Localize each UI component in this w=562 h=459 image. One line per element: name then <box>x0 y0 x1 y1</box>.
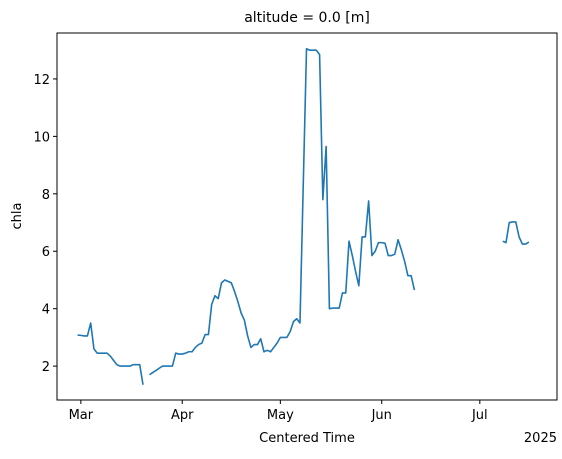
y-axis-label: chla <box>10 203 25 230</box>
plot-frame <box>56 32 558 401</box>
y-tick-label: 10 <box>33 130 50 145</box>
data-line <box>77 47 530 385</box>
x-tick-label: Jun <box>371 408 392 423</box>
y-tick-label: 12 <box>33 73 50 88</box>
x-tick-label: May <box>267 408 294 423</box>
x-tick-label: Apr <box>171 408 194 423</box>
x-axis-label: Centered Time <box>259 431 355 446</box>
x-tick-label: Mar <box>69 408 94 423</box>
x-offset-label: 2025 <box>524 431 557 446</box>
y-tick-label: 8 <box>42 188 50 203</box>
y-tick-label: 4 <box>42 303 50 318</box>
x-tick-label: Jul <box>471 408 488 423</box>
y-tick-label: 6 <box>42 245 50 260</box>
y-tick-label: 2 <box>42 360 50 375</box>
chart-title: altitude = 0.0 [m] <box>244 10 370 26</box>
